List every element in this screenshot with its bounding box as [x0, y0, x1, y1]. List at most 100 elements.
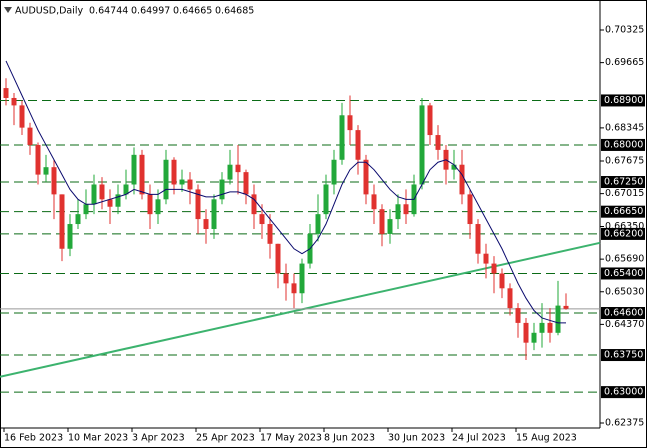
candle-body: [419, 105, 425, 185]
candle: [475, 219, 481, 264]
quote-high: 0.64997: [131, 6, 170, 17]
candle-body: [19, 105, 25, 128]
y-tick-label: 0.62375: [605, 418, 644, 429]
y-tick-label: 0.66350: [605, 221, 644, 232]
candle-body: [51, 167, 57, 195]
candle-body: [467, 194, 473, 225]
candle-body: [491, 263, 497, 274]
x-tick-label: 17 May 2023: [260, 433, 322, 444]
candle: [563, 293, 569, 310]
chart-title: AUDUSD,Daily: [15, 6, 84, 17]
x-tick-label: 10 Mar 2023: [68, 433, 128, 444]
candle-body: [219, 179, 225, 200]
candle-body: [483, 253, 489, 264]
candle: [19, 100, 25, 136]
level-label-box: [601, 349, 645, 362]
level-label-box: [601, 94, 645, 107]
candle: [435, 125, 441, 160]
level-label: 0.66200: [604, 228, 643, 239]
candle: [139, 149, 145, 200]
candle: [547, 308, 553, 343]
quote-low: 0.64665: [173, 6, 212, 17]
candle-body: [131, 154, 137, 185]
candle: [43, 154, 49, 183]
candle: [99, 177, 105, 210]
candle-body: [187, 179, 193, 190]
candle: [331, 149, 337, 195]
candle-body: [499, 273, 505, 289]
candle-body: [451, 164, 457, 170]
candle-body: [283, 273, 289, 284]
level-label: 0.64600: [604, 308, 643, 319]
level-label-box: [601, 138, 645, 151]
candle-body: [107, 199, 113, 207]
candle: [211, 194, 217, 239]
candle-body: [3, 88, 9, 98]
candle-body: [243, 172, 249, 195]
candle: [51, 159, 57, 220]
candle-body: [291, 283, 297, 294]
candle: [531, 322, 537, 351]
candle-body: [427, 105, 433, 136]
candle: [427, 102, 433, 145]
candle: [283, 263, 289, 301]
candle-body: [523, 322, 529, 343]
candle: [131, 147, 137, 195]
y-tick-label: 0.70325: [605, 25, 644, 36]
candle-body: [531, 332, 537, 343]
candle: [243, 169, 249, 205]
y-tick-label: 0.65690: [605, 254, 644, 265]
x-tick-label: 15 Aug 2023: [516, 433, 577, 444]
x-tick-label: 8 Jun 2023: [324, 433, 375, 444]
candle: [483, 243, 489, 279]
candle: [259, 204, 265, 239]
candle-body: [459, 164, 465, 195]
y-tick-label: 0.64370: [605, 319, 644, 330]
candle-body: [315, 214, 321, 234]
candle: [91, 174, 97, 215]
level-label: 0.68000: [604, 139, 643, 150]
candle-body: [507, 288, 513, 309]
x-tick-label: 24 Jul 2023: [452, 433, 506, 444]
candle: [3, 78, 9, 106]
candle-body: [163, 159, 169, 200]
candle-body: [299, 263, 305, 294]
candle: [459, 149, 465, 205]
candle: [355, 125, 361, 175]
candle-body: [115, 194, 121, 207]
candle-body: [331, 159, 337, 185]
candle-body: [563, 305, 569, 309]
candle: [171, 157, 177, 195]
candle: [67, 214, 73, 257]
candle-body: [123, 184, 129, 195]
level-label-box: [601, 176, 645, 189]
candle: [291, 273, 297, 309]
candle-body: [379, 209, 385, 234]
candle-body: [171, 159, 177, 185]
candle-body: [75, 214, 81, 225]
trendline: [0, 241, 601, 378]
candle-body: [147, 194, 153, 215]
candle-body: [35, 144, 41, 175]
candle-body: [195, 189, 201, 220]
candle: [387, 209, 393, 244]
x-tick-label: 30 Jun 2023: [388, 433, 445, 444]
candle: [539, 303, 545, 348]
candle-body: [27, 127, 33, 145]
candle: [35, 142, 41, 185]
candle: [203, 209, 209, 244]
candle: [323, 174, 329, 220]
candle-body: [363, 159, 369, 195]
level-label: 0.63000: [604, 387, 643, 398]
candle-body: [259, 214, 265, 225]
level-label-box: [601, 227, 645, 240]
symbol-icon: [4, 7, 12, 13]
candle-body: [235, 164, 241, 173]
candle: [339, 102, 345, 165]
candle-body: [211, 199, 217, 229]
y-tick-label: 0.67675: [605, 156, 644, 167]
level-label-box: [601, 205, 645, 218]
candle-body: [371, 194, 377, 210]
